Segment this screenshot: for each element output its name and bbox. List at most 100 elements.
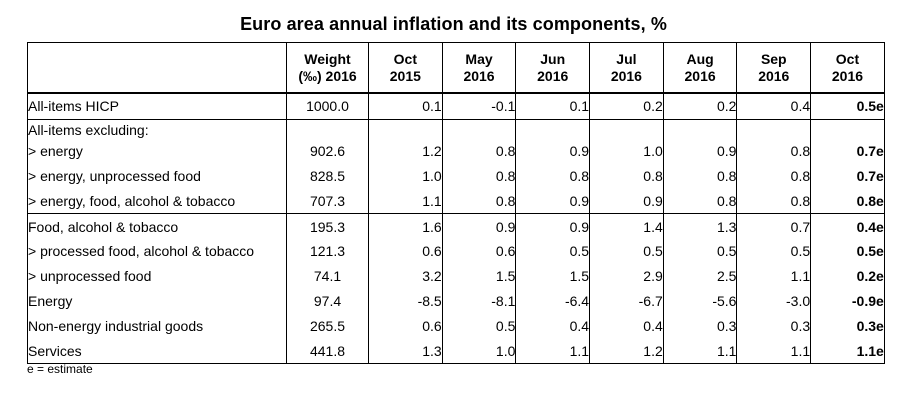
cell-value: 0.7: [736, 213, 812, 239]
cell-weight: 1000.0: [286, 93, 369, 120]
row-label: Services: [27, 338, 287, 364]
cell-empty: [368, 118, 443, 139]
cell-value: 0.8: [736, 163, 812, 189]
header-jun-2016: Jun 2016: [515, 42, 591, 94]
row-label: > energy, food, alcohol & tobacco: [27, 188, 287, 214]
cell-weight: 707.3: [286, 188, 369, 214]
cell-value: 0.2: [662, 93, 738, 120]
cell-estimate: 0.4e: [810, 213, 885, 239]
table-row: All-items HICP 1000.0 0.1 -0.1 0.1 0.2 0…: [27, 93, 885, 120]
cell-value: 1.3: [368, 338, 443, 364]
cell-value: 0.9: [515, 213, 591, 239]
cell-value: 0.5: [589, 238, 664, 264]
header-sep-2016: Sep 2016: [736, 42, 812, 94]
cell-value: 0.9: [589, 188, 664, 214]
cell-value: 3.2: [368, 263, 443, 289]
cell-estimate: 0.5e: [810, 238, 885, 264]
cell-value: 0.2: [589, 93, 664, 120]
cell-value: 1.1: [368, 188, 443, 214]
header-oct-2016: Oct 2016: [810, 42, 885, 94]
row-label: > unprocessed food: [27, 263, 287, 289]
cell-value: -6.7: [589, 288, 664, 314]
cell-value: 0.1: [515, 93, 591, 120]
table-row: > unprocessed food 74.1 3.2 1.5 1.5 2.9 …: [27, 263, 885, 289]
cell-value: -5.6: [662, 288, 738, 314]
cell-value: 1.3: [662, 213, 738, 239]
cell-value: 1.1: [736, 263, 812, 289]
row-label: Energy: [27, 288, 287, 314]
cell-empty: [286, 118, 369, 139]
table-row: Services 441.8 1.3 1.0 1.1 1.2 1.1 1.1 1…: [27, 338, 885, 364]
cell-value: 0.6: [441, 238, 517, 264]
cell-value: 1.5: [441, 263, 517, 289]
cell-empty: [515, 118, 591, 139]
cell-estimate: 0.5e: [810, 93, 885, 120]
cell-empty: [441, 118, 517, 139]
row-label: > processed food, alcohol & tobacco: [27, 238, 287, 264]
cell-value: 0.9: [515, 138, 591, 164]
row-label: > energy: [27, 138, 287, 164]
table-row: Food, alcohol & tobacco 195.3 1.6 0.9 0.…: [27, 213, 885, 239]
cell-value: 0.8: [589, 163, 664, 189]
cell-weight: 121.3: [286, 238, 369, 264]
cell-value: 0.8: [662, 163, 738, 189]
cell-value: 1.1: [515, 338, 591, 364]
header-jul-2016: Jul 2016: [589, 42, 664, 94]
table-row: Energy 97.4 -8.5 -8.1 -6.4 -6.7 -5.6 -3.…: [27, 288, 885, 314]
cell-weight: 902.6: [286, 138, 369, 164]
cell-value: -8.5: [368, 288, 443, 314]
cell-value: 1.5: [515, 263, 591, 289]
header-row: Weight (‰) 2016 Oct 2015 May 2016 Jun 2016 J…: [27, 42, 885, 94]
cell-weight: 265.5: [286, 313, 369, 339]
cell-value: 1.0: [441, 338, 517, 364]
cell-value: 0.4: [736, 93, 812, 120]
cell-value: 1.6: [368, 213, 443, 239]
cell-estimate: 0.8e: [810, 188, 885, 214]
table-row: > energy, unprocessed food 828.5 1.0 0.8…: [27, 163, 885, 189]
header-aug-2016: Aug 2016: [662, 42, 738, 94]
cell-value: 1.4: [589, 213, 664, 239]
cell-value: -8.1: [441, 288, 517, 314]
cell-value: 0.1: [368, 93, 443, 120]
table-row: > energy, food, alcohol & tobacco 707.3 …: [27, 188, 885, 214]
cell-value: 0.8: [662, 188, 738, 214]
cell-value: 1.2: [589, 338, 664, 364]
cell-value: 0.6: [368, 238, 443, 264]
row-label: All-items excluding:: [27, 118, 287, 139]
cell-value: -3.0: [736, 288, 812, 314]
cell-value: 2.9: [589, 263, 664, 289]
cell-value: -0.1: [441, 93, 517, 120]
cell-estimate: 1.1e: [810, 338, 885, 364]
cell-weight: 195.3: [286, 213, 369, 239]
cell-value: 0.8: [515, 163, 591, 189]
cell-value: 1.1: [662, 338, 738, 364]
cell-value: 0.6: [368, 313, 443, 339]
header-label-cell: [27, 42, 287, 94]
row-label: Non-energy industrial goods: [27, 313, 287, 339]
cell-value: -6.4: [515, 288, 591, 314]
table-row: Non-energy industrial goods 265.5 0.6 0.…: [27, 313, 885, 339]
cell-value: 0.8: [736, 138, 812, 164]
cell-estimate: 0.7e: [810, 163, 885, 189]
cell-estimate: -0.9e: [810, 288, 885, 314]
cell-value: 0.9: [662, 138, 738, 164]
cell-value: 0.5: [736, 238, 812, 264]
inflation-table: Weight (‰) 2016 Oct 2015 May 2016 Jun 2016 J…: [27, 42, 885, 364]
cell-value: 0.4: [589, 313, 664, 339]
cell-value: 0.5: [662, 238, 738, 264]
cell-empty: [662, 118, 738, 139]
cell-weight: 828.5: [286, 163, 369, 189]
cell-estimate: 0.7e: [810, 138, 885, 164]
cell-value: 2.5: [662, 263, 738, 289]
cell-value: 0.3: [736, 313, 812, 339]
cell-weight: 441.8: [286, 338, 369, 364]
cell-empty: [736, 118, 812, 139]
cell-value: 1.0: [368, 163, 443, 189]
cell-value: 1.0: [589, 138, 664, 164]
cell-value: 0.3: [662, 313, 738, 339]
cell-value: 1.2: [368, 138, 443, 164]
cell-value: 0.8: [441, 138, 517, 164]
row-label: Food, alcohol & tobacco: [27, 213, 287, 239]
footnote: e = estimate: [27, 362, 93, 376]
table-title: Euro area annual inflation and its compo…: [240, 14, 667, 34]
